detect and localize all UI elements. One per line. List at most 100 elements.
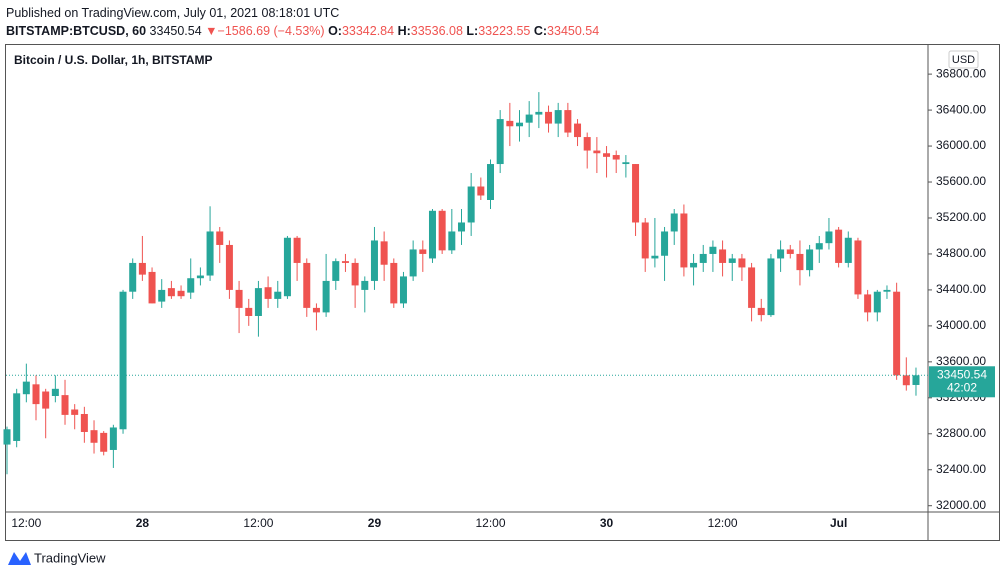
candle-body (496, 119, 504, 165)
candle-body (438, 210, 446, 251)
candle-body (390, 262, 398, 304)
candle-body (815, 243, 823, 250)
candle-body (293, 237, 301, 263)
candle-body (71, 409, 79, 415)
candle-body (806, 249, 814, 271)
candle-body (487, 164, 494, 200)
candle-body (322, 280, 330, 313)
arrow: ▼ (205, 24, 218, 38)
l-label: L: (466, 24, 479, 38)
candle-body (506, 120, 514, 127)
y-tick-label: 35200.00 (936, 210, 986, 224)
candle-body (574, 123, 582, 138)
y-tick-label: 36800.00 (936, 66, 986, 80)
candle-body (22, 381, 30, 395)
candle-body (641, 222, 649, 259)
candle-body (738, 258, 746, 268)
candle-body (216, 231, 224, 245)
c-value: 33450.54 (547, 24, 600, 38)
candle-body (651, 255, 659, 259)
candle-body (119, 291, 127, 430)
candle-body (893, 291, 901, 376)
footer-brand: TradingView (34, 550, 106, 565)
y-tick-label: 34000.00 (936, 318, 986, 332)
candle-body (535, 111, 543, 115)
candle-body (274, 291, 282, 299)
candle-body (844, 237, 852, 263)
candle-body (757, 307, 765, 316)
currency-box (948, 50, 979, 69)
candle-body (593, 150, 601, 154)
y-tick-label: 32800.00 (936, 426, 986, 440)
c-label: C: (533, 24, 548, 38)
candle-body (158, 289, 166, 302)
candle-body (902, 375, 910, 386)
candle-body (409, 249, 417, 277)
candle-body (61, 395, 69, 415)
candle-body (632, 164, 640, 223)
candle-body (583, 137, 591, 151)
candle-body (912, 375, 920, 385)
candle-body (419, 249, 427, 254)
candle-body (525, 114, 533, 123)
candle-body (709, 246, 717, 254)
candle-body (612, 155, 620, 160)
candle-body (796, 253, 804, 271)
candle-body (206, 231, 214, 276)
candle-body (3, 429, 11, 445)
candle-body (554, 110, 562, 124)
candle-body (138, 262, 146, 275)
y-tick-label: 33600.00 (936, 354, 986, 368)
last: 33450.54 (149, 24, 202, 38)
x-tick-label: 12:00 (475, 516, 505, 530)
candle-body (719, 249, 727, 263)
candle-body (312, 307, 320, 313)
candle-body (786, 249, 794, 254)
candle-body (699, 253, 707, 263)
y-tick-label: 34800.00 (936, 246, 986, 260)
candle-body (283, 237, 291, 297)
candle-body (864, 294, 872, 313)
candle-body (264, 287, 272, 299)
candle-body (196, 275, 204, 279)
candle-body (622, 162, 630, 165)
candle-body (690, 262, 698, 268)
candle-body (370, 240, 378, 281)
candle-body (873, 291, 881, 313)
quote-line: BITSTAMP:BTCUSD, 60 33450.54 ▼−1586.69 (… (6, 22, 599, 40)
countdown: 42:02 (947, 380, 977, 394)
published: Published on TradingView.com, July 01, 2… (6, 6, 340, 20)
candle-body (835, 229, 843, 263)
candle-body (680, 213, 688, 268)
candle-body (516, 122, 524, 127)
header: Published on TradingView.com, July 01, 2… (6, 4, 599, 40)
y-tick-label: 36000.00 (936, 138, 986, 152)
candle-body (777, 249, 785, 259)
y-tick-label: 35600.00 (936, 174, 986, 188)
candle-body (177, 290, 185, 297)
candle-body (341, 261, 349, 263)
candle-body (245, 307, 253, 316)
candle-body (467, 186, 475, 223)
candle-body (80, 413, 88, 432)
candle-body (90, 430, 98, 443)
candle-body (564, 110, 572, 133)
x-tick-label: 12:00 (11, 516, 41, 530)
candle-body (603, 153, 611, 157)
l-value: 33223.55 (478, 24, 531, 38)
candle-body (42, 391, 50, 409)
o-value: 33342.84 (341, 24, 395, 38)
candle-body (361, 280, 369, 290)
x-tick-label: 30 (600, 516, 614, 530)
x-tick-label: Jul (830, 516, 847, 530)
logo-icon (8, 552, 31, 565)
x-tick-label: 12:00 (243, 516, 273, 530)
h-label: H: (397, 24, 411, 38)
candle-body (428, 210, 436, 259)
candle-body (351, 262, 359, 286)
y-tick-label: 36400.00 (936, 102, 986, 116)
candle-body (187, 278, 195, 293)
candle-body (167, 288, 175, 297)
candle-body (148, 271, 156, 304)
